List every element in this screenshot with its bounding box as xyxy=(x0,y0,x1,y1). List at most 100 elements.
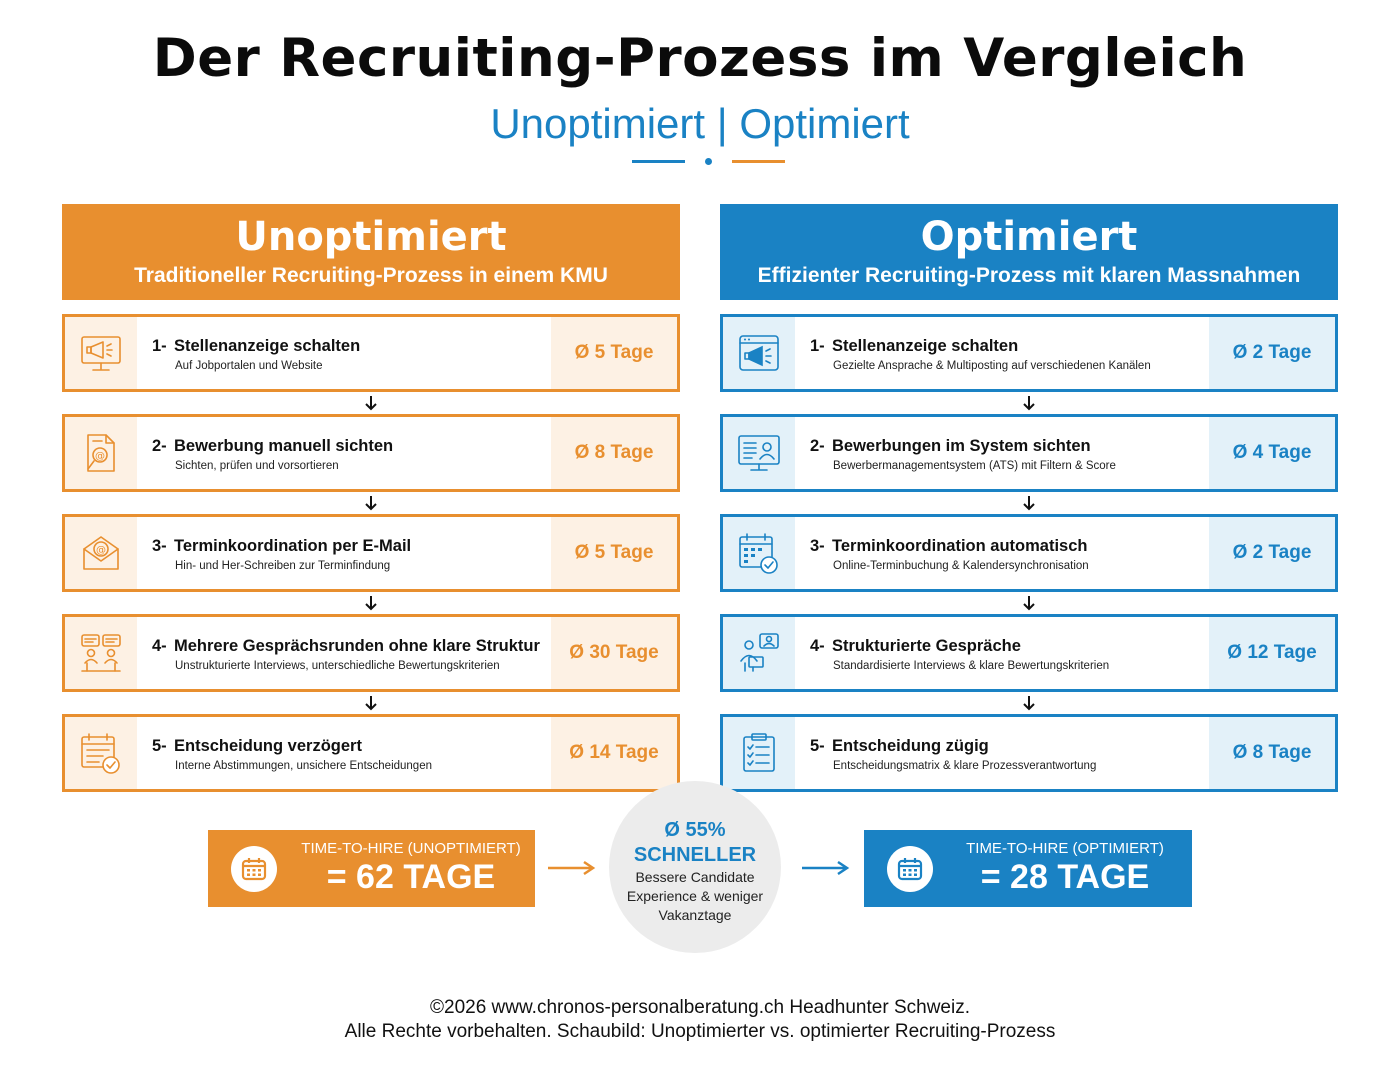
arrow-down-icon xyxy=(363,494,379,512)
step-title-text: Stellenanzeige schalten xyxy=(174,337,361,355)
ats-monitor-icon xyxy=(723,417,795,489)
step-title-text: Mehrere Gesprächsrunden ohne klare Struk… xyxy=(174,637,540,655)
right-column-title: Optimiert xyxy=(920,214,1138,260)
step-text: 1- Stellenanzeige schalten Gezielte Anspra… xyxy=(810,337,1151,372)
step-number: 3- xyxy=(152,537,167,555)
step-title: 4- Strukturierte Gespräche xyxy=(810,637,1109,656)
conversation-icon xyxy=(65,617,137,689)
step-text: 1- Stellenanzeige schalten Auf Jobportalen… xyxy=(152,337,360,372)
step-description: Online-Terminbuchung & Kalendersynchroni… xyxy=(833,560,1089,572)
step-text: 5- Entscheidung verzögert Interne Abstimmu… xyxy=(152,737,432,772)
improvement-circle: Ø 55% SCHNELLER Bessere Candidate Experi… xyxy=(609,781,781,953)
arrow-right-icon xyxy=(548,860,596,876)
step-text: 3- Terminkoordination automatisch Online-T… xyxy=(810,537,1089,572)
clipboard-checklist-icon xyxy=(723,717,795,789)
step-duration: Ø 2 Tage xyxy=(1209,517,1335,589)
arrow-down-icon xyxy=(1021,394,1037,412)
step-description: Interne Abstimmungen, unsichere Entschei… xyxy=(175,760,432,772)
step-number: 4- xyxy=(152,637,167,655)
footer-copyright: ©2026 www.chronos-personalberatung.ch He… xyxy=(430,997,970,1018)
step-duration: Ø 12 Tage xyxy=(1209,617,1335,689)
time-to-hire-optimized: TIME-TO-HIRE (OPTIMIERT) = 28 TAGE xyxy=(864,830,1192,907)
improvement-desc-2: Experience & weniger xyxy=(626,888,764,904)
arrow-down-icon xyxy=(1021,494,1037,512)
step-title-text: Bewerbungen im System sichten xyxy=(832,437,1091,455)
step-title: 3- Terminkoordination automatisch xyxy=(810,537,1089,556)
step-description: Auf Jobportalen und Website xyxy=(175,360,323,372)
step-duration: Ø 5 Tage xyxy=(551,517,677,589)
step-description: Entscheidungsmatrix & klare Prozessveran… xyxy=(833,760,1097,772)
right-step-3: 3- Terminkoordination automatisch Online-T… xyxy=(720,514,1338,592)
step-title-text: Strukturierte Gespräche xyxy=(832,637,1021,655)
footer-caption: Alle Rechte vorbehalten. Schaubild: Unop… xyxy=(344,1021,1056,1042)
calendar-icon xyxy=(231,846,277,892)
arrow-right-icon xyxy=(802,860,850,876)
step-number: 5- xyxy=(810,737,825,755)
step-description: Unstrukturierte Interviews, unterschiedl… xyxy=(175,660,500,672)
time-to-hire-value: = 28 TAGE xyxy=(980,858,1150,896)
step-duration: Ø 8 Tage xyxy=(1209,717,1335,789)
left-step-4: 4- Mehrere Gesprächsrunden ohne klare Str… xyxy=(62,614,680,692)
improvement-desc-1: Bessere Candidate xyxy=(635,869,755,885)
step-description: Sichten, prüfen und vorsortieren xyxy=(175,460,339,472)
interview-icon xyxy=(723,617,795,689)
megaphone-monitor-icon xyxy=(65,317,137,389)
step-title: 2- Bewerbung manuell sichten xyxy=(152,437,393,456)
step-description: Standardisierte Interviews & klare Bewer… xyxy=(833,660,1110,672)
time-to-hire-value: = 62 TAGE xyxy=(326,858,496,896)
calendar-clock-icon xyxy=(65,717,137,789)
step-title: 1- Stellenanzeige schalten xyxy=(152,337,360,356)
svg-text:@: @ xyxy=(95,451,105,462)
step-number: 1- xyxy=(810,337,825,355)
step-number: 2- xyxy=(152,437,167,455)
step-number: 4- xyxy=(810,637,825,655)
right-step-1: 1- Stellenanzeige schalten Gezielte Anspra… xyxy=(720,314,1338,392)
time-to-hire-label: TIME-TO-HIRE (OPTIMIERT) xyxy=(966,840,1164,857)
right-step-5: 5- Entscheidung zügig Entscheidungsmatrix … xyxy=(720,714,1338,792)
arrow-down-icon xyxy=(363,594,379,612)
step-title: 3- Terminkoordination per E-Mail xyxy=(152,537,411,556)
right-column-header: Optimiert Effizienter Recruiting-Prozess… xyxy=(720,204,1338,300)
arrow-down-icon xyxy=(363,394,379,412)
calendar-icon xyxy=(887,846,933,892)
left-step-1: 1- Stellenanzeige schalten Auf Jobportalen… xyxy=(62,314,680,392)
step-title: 5- Entscheidung zügig xyxy=(810,737,1096,756)
step-duration: Ø 4 Tage xyxy=(1209,417,1335,489)
step-title: 5- Entscheidung verzögert xyxy=(152,737,432,756)
time-to-hire-unoptimized: TIME-TO-HIRE (UNOPTIMIERT) = 62 TAGE xyxy=(208,830,535,907)
step-title-text: Bewerbung manuell sichten xyxy=(174,437,394,455)
improvement-label: SCHNELLER xyxy=(633,844,757,866)
step-title-text: Terminkoordination per E-Mail xyxy=(174,537,412,555)
step-text: 2- Bewerbung manuell sichten Sichten, prüf… xyxy=(152,437,393,472)
left-step-2: @2- Bewerbung manuell sichten Sichten, prü… xyxy=(62,414,680,492)
document-search-icon: @ xyxy=(65,417,137,489)
left-column-header: Unoptimiert Traditioneller Recruiting-Pr… xyxy=(62,204,680,300)
step-text: 4- Mehrere Gesprächsrunden ohne klare Str… xyxy=(152,637,540,672)
step-title-text: Terminkoordination automatisch xyxy=(832,537,1088,555)
step-duration: Ø 30 Tage xyxy=(551,617,677,689)
step-title: 4- Mehrere Gesprächsrunden ohne klare Str… xyxy=(152,637,540,656)
step-description: Hin- und Her-Schreiben zur Terminfindung xyxy=(175,560,391,572)
arrow-down-icon xyxy=(1021,594,1037,612)
email-icon: @ xyxy=(65,517,137,589)
right-step-2: 2- Bewerbungen im System sichten Bewerberm… xyxy=(720,414,1338,492)
svg-text:@: @ xyxy=(96,545,106,556)
improvement-desc-3: Vakanztage xyxy=(658,907,732,923)
improvement-percent: Ø 55% xyxy=(664,819,726,841)
divider-right xyxy=(732,160,785,163)
step-title-text: Entscheidung verzögert xyxy=(174,737,362,755)
megaphone-browser-icon xyxy=(723,317,795,389)
step-title-text: Entscheidung zügig xyxy=(832,737,989,755)
step-text: 3- Terminkoordination per E-Mail Hin- und … xyxy=(152,537,411,572)
step-number: 5- xyxy=(152,737,167,755)
step-text: 5- Entscheidung zügig Entscheidungsmatrix … xyxy=(810,737,1096,772)
step-number: 2- xyxy=(810,437,825,455)
time-to-hire-label: TIME-TO-HIRE (UNOPTIMIERT) xyxy=(301,840,521,857)
step-duration: Ø 14 Tage xyxy=(551,717,677,789)
step-title-text: Stellenanzeige schalten xyxy=(832,337,1019,355)
step-title: 2- Bewerbungen im System sichten xyxy=(810,437,1116,456)
step-title: 1- Stellenanzeige schalten xyxy=(810,337,1151,356)
step-description: Bewerbermanagementsystem (ATS) mit Filte… xyxy=(833,460,1116,472)
arrow-down-icon xyxy=(1021,694,1037,712)
right-step-4: 4- Strukturierte Gespräche Standardisierte… xyxy=(720,614,1338,692)
